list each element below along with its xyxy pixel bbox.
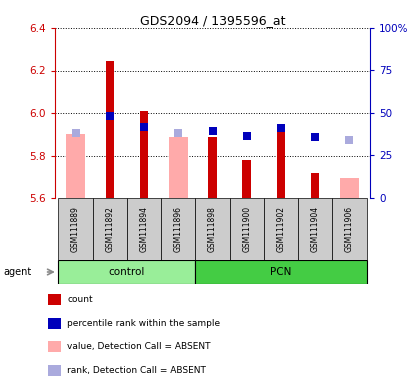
Point: [175, 130, 181, 136]
Bar: [169, 137, 187, 198]
Bar: [208, 137, 216, 198]
Point: [106, 113, 113, 119]
Text: GSM111896: GSM111896: [173, 206, 182, 252]
Title: GDS2094 / 1395596_at: GDS2094 / 1395596_at: [139, 14, 285, 27]
Bar: [92, 198, 127, 260]
Bar: [127, 198, 161, 260]
Text: agent: agent: [3, 267, 31, 277]
Text: GSM111894: GSM111894: [139, 206, 148, 252]
Text: rank, Detection Call = ABSENT: rank, Detection Call = ABSENT: [67, 366, 206, 375]
Point: [311, 134, 318, 141]
Bar: [105, 61, 114, 198]
Bar: [310, 172, 319, 198]
Bar: [195, 198, 229, 260]
Point: [140, 124, 147, 130]
Text: PCN: PCN: [270, 267, 291, 277]
Point: [72, 130, 79, 136]
Bar: [276, 129, 285, 198]
Text: GSM111898: GSM111898: [207, 206, 216, 252]
Bar: [263, 198, 297, 260]
Point: [209, 128, 215, 134]
Text: control: control: [108, 267, 145, 277]
Text: value, Detection Call = ABSENT: value, Detection Call = ABSENT: [67, 342, 210, 351]
Bar: [195, 260, 366, 284]
Text: percentile rank within the sample: percentile rank within the sample: [67, 319, 220, 328]
Bar: [139, 111, 148, 198]
Text: GSM111892: GSM111892: [105, 206, 114, 252]
Bar: [48, 294, 61, 305]
Bar: [297, 198, 332, 260]
Point: [243, 133, 249, 139]
Bar: [66, 134, 85, 198]
Text: GSM111900: GSM111900: [242, 206, 251, 252]
Text: GSM111904: GSM111904: [310, 206, 319, 252]
Point: [277, 125, 283, 131]
Point: [345, 136, 352, 142]
Bar: [48, 341, 61, 353]
Text: GSM111906: GSM111906: [344, 206, 353, 252]
Bar: [58, 260, 195, 284]
Bar: [229, 198, 263, 260]
Bar: [48, 365, 61, 376]
Text: GSM111889: GSM111889: [71, 206, 80, 252]
Text: GSM111902: GSM111902: [276, 206, 285, 252]
Text: count: count: [67, 295, 93, 304]
Bar: [339, 178, 358, 198]
Bar: [332, 198, 366, 260]
Bar: [48, 318, 61, 329]
Bar: [58, 198, 92, 260]
Bar: [161, 198, 195, 260]
Bar: [242, 160, 250, 198]
